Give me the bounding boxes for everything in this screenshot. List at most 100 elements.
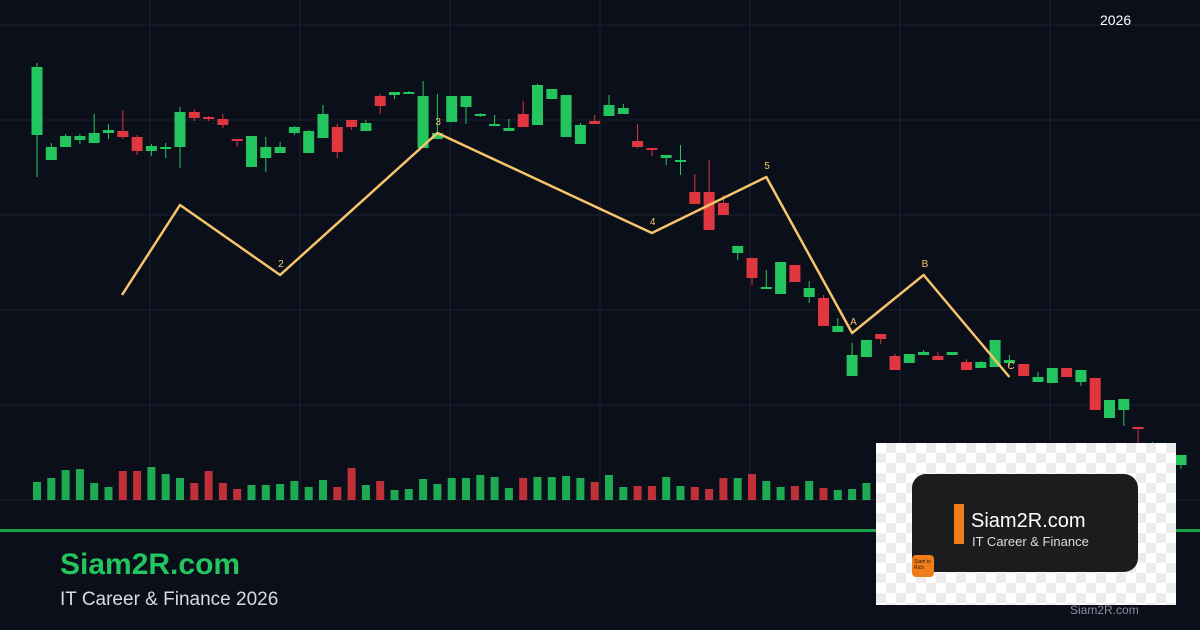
- candle-body: [517, 114, 529, 127]
- wave-label: 5: [764, 161, 770, 172]
- volume-bar: [261, 485, 270, 500]
- candle-body: [789, 265, 801, 282]
- volume-bar: [447, 478, 456, 500]
- candle-body: [1118, 399, 1130, 410]
- candle-body: [818, 298, 829, 326]
- candle-body: [374, 96, 386, 106]
- volume-bar: [848, 489, 857, 500]
- candle-body: [846, 355, 858, 376]
- volume-bar: [490, 477, 499, 500]
- volume-bar: [75, 469, 84, 500]
- candle-body: [174, 112, 186, 147]
- volume-bar: [733, 478, 742, 500]
- candle-body: [446, 96, 458, 122]
- volume-bar: [476, 475, 485, 500]
- volume-bar: [104, 487, 113, 500]
- volume-bar: [404, 489, 413, 500]
- volume-bar: [176, 478, 184, 500]
- candle-body: [603, 105, 615, 116]
- volume-bar: [190, 483, 199, 500]
- volume-bar: [862, 483, 871, 500]
- candle-body: [60, 136, 72, 147]
- candle-body: [460, 96, 472, 107]
- candle-body: [188, 112, 200, 118]
- site-brand: Siam2R.com: [60, 548, 241, 581]
- candle-body: [803, 288, 815, 297]
- candle-body: [775, 262, 787, 294]
- candle-body: [889, 356, 901, 370]
- candle-body: [1018, 364, 1030, 376]
- volume-bar: [319, 480, 327, 500]
- candle-body: [732, 246, 744, 253]
- candle-body: [532, 85, 543, 125]
- candle-body: [217, 119, 229, 125]
- candle-body: [903, 354, 915, 363]
- candle-body: [1132, 427, 1144, 429]
- logo-title: Siam2R.com: [971, 510, 1086, 532]
- candle-body: [689, 192, 701, 204]
- candle-body: [431, 133, 443, 139]
- candle-body: [832, 326, 844, 332]
- volume-bar: [161, 474, 170, 500]
- candle-body: [403, 92, 415, 94]
- candle-body: [160, 147, 172, 149]
- volume-bar: [605, 475, 613, 500]
- wave-label: B: [922, 259, 929, 270]
- site-tagline: IT Career & Finance 2026: [60, 589, 279, 610]
- volume-bar: [361, 485, 370, 500]
- candle-body: [932, 356, 944, 360]
- candle-body: [1175, 455, 1187, 465]
- candle-body: [703, 192, 715, 230]
- candle-body: [203, 117, 215, 119]
- candle-body: [1032, 377, 1044, 382]
- volume-bar: [647, 486, 656, 500]
- candle-body: [1075, 370, 1087, 382]
- volume-bar: [504, 488, 513, 500]
- candle-body: [546, 89, 558, 99]
- volume-bar: [590, 482, 599, 500]
- candle-body: [1061, 368, 1073, 377]
- volume-bar: [390, 490, 399, 500]
- candle-body: [231, 139, 243, 141]
- volume-bar: [33, 482, 41, 500]
- candle-body: [474, 114, 486, 116]
- volume-bar: [90, 483, 99, 500]
- candle-body: [717, 203, 729, 215]
- candlesticks: [31, 63, 1187, 469]
- volume-bar: [118, 471, 127, 500]
- logo-badge-icon: Siam to Rich: [912, 555, 934, 577]
- wave-label: 3: [435, 117, 441, 128]
- wave-label: C: [1007, 361, 1014, 372]
- candle-body: [117, 131, 129, 137]
- candle-body: [331, 127, 343, 152]
- candle-body: [88, 133, 100, 143]
- volume-bar: [819, 488, 828, 500]
- candle-body: [646, 148, 658, 150]
- candle-body: [288, 127, 300, 133]
- volume-bar: [61, 470, 70, 500]
- volume-bar: [562, 476, 571, 500]
- year-label: 2026: [1100, 12, 1132, 28]
- wave-label: A: [850, 317, 857, 328]
- candle-body: [303, 131, 315, 153]
- elliott-wave-overlay: 2 3 4 5 A B C: [120, 117, 1015, 378]
- volume-bar: [233, 489, 242, 500]
- volume-bar: [147, 467, 156, 500]
- volume-bar: [790, 486, 799, 500]
- candle-body: [260, 147, 272, 158]
- volume-bar: [633, 486, 642, 500]
- footer-divider: [0, 529, 1200, 532]
- candle-body: [961, 362, 972, 370]
- volume-bar: [204, 471, 213, 500]
- volume-bar: [47, 478, 56, 500]
- logo-accent-bar: [954, 504, 964, 544]
- chart-grid: [0, 0, 1200, 501]
- logo-subtitle: IT Career & Finance: [972, 534, 1089, 549]
- candle-body: [1046, 368, 1058, 383]
- candle-body: [417, 96, 429, 148]
- volume-bar: [290, 481, 299, 500]
- volume-bar: [347, 468, 356, 500]
- candle-body: [45, 147, 57, 160]
- volume-bar: [776, 487, 785, 500]
- volume-bar: [419, 479, 428, 500]
